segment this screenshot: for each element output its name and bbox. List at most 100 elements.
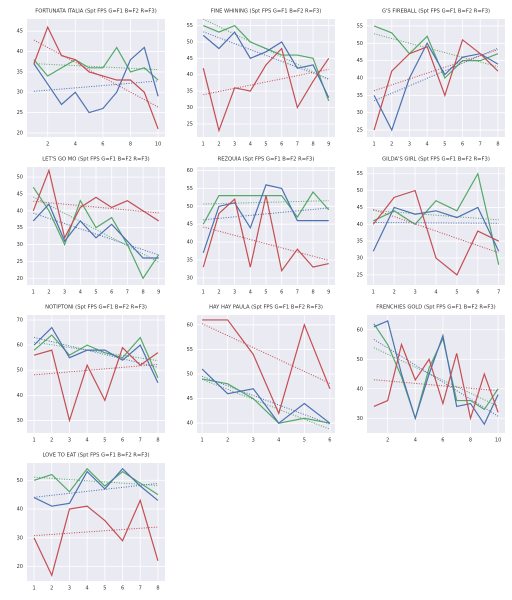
x-tick-label: 5: [103, 438, 106, 444]
series-line: [33, 46, 159, 114]
trend-line: [373, 379, 499, 392]
x-tick-label: 5: [455, 290, 458, 296]
x-tick-label: 2: [46, 142, 49, 148]
x-tick-label: 4: [434, 290, 437, 296]
x-tick-label: 8: [156, 438, 159, 444]
series-line: [202, 47, 330, 133]
y-tick-label: 50: [357, 188, 363, 194]
x-tick-label: 6: [280, 142, 283, 148]
y-tick-label: 45: [187, 56, 193, 62]
chart-title: LET'S GO MO (Spt FPS G=F1 B=F2 R=F3): [42, 157, 149, 163]
x-tick-label: 5: [103, 586, 106, 592]
y-tick-label: 25: [17, 259, 23, 265]
x-tick-label: 4: [249, 142, 252, 148]
y-tick-label: 20: [17, 564, 23, 570]
chart-title: NOTIPTONI (Spt FPS G=F1 B=F2 R=F3): [45, 305, 147, 311]
y-tick-label: 50: [187, 204, 193, 210]
y-tick-label: 50: [17, 478, 23, 484]
y-tick-label: 40: [187, 421, 193, 427]
y-tick-label: 30: [17, 90, 23, 96]
trend-line: [201, 323, 331, 384]
y-tick-label: 35: [17, 225, 23, 231]
trend-line: [373, 222, 499, 224]
series-line: [202, 184, 329, 254]
series-line: [373, 342, 499, 421]
x-tick-label: 7: [479, 142, 482, 148]
x-tick-label: 4: [86, 438, 89, 444]
y-tick-label: 35: [357, 239, 363, 245]
y-tick-label: 30: [357, 110, 363, 116]
x-tick-label: 7: [497, 290, 500, 296]
x-tick-label: 1: [372, 290, 375, 296]
x-tick-label: 8: [311, 142, 314, 148]
x-tick-label: 6: [461, 142, 464, 148]
y-tick-label: 30: [17, 242, 23, 248]
trend-line: [203, 18, 329, 80]
x-tick-label: 9: [157, 290, 160, 296]
y-tick-label: 60: [357, 327, 363, 333]
x-tick-label: 2: [217, 142, 220, 148]
y-tick-label: 50: [187, 39, 193, 45]
trend-line: [33, 39, 159, 108]
trend-line: [201, 378, 331, 430]
chart-title: FRENCHIES GOLD (Spt FPS G=F1 B=F2 R=F3): [376, 305, 495, 311]
x-tick-label: 2: [386, 438, 389, 444]
y-tick-label: 55: [187, 23, 193, 29]
x-tick-label: 3: [68, 438, 71, 444]
x-tick-label: 3: [252, 438, 255, 444]
y-tick-label: 40: [357, 222, 363, 228]
y-tick-label: 35: [357, 93, 363, 99]
x-tick-label: 2: [47, 290, 50, 296]
x-tick-label: 1: [202, 290, 205, 296]
trend-line: [33, 80, 159, 92]
trend-line: [201, 375, 331, 425]
x-tick-label: 10: [155, 142, 161, 148]
y-tick-label: 35: [187, 89, 193, 95]
trend-line: [34, 482, 158, 498]
x-tick-label: 5: [264, 142, 267, 148]
x-tick-label: 6: [101, 142, 104, 148]
trend-line: [34, 341, 158, 362]
x-tick-label: 9: [327, 142, 330, 148]
x-tick-label: 7: [296, 290, 299, 296]
x-tick-label: 10: [495, 438, 501, 444]
plot-area: [27, 19, 165, 137]
x-tick-label: 1: [32, 438, 35, 444]
x-tick-label: 6: [328, 438, 331, 444]
y-tick-label: 45: [17, 29, 23, 35]
x-tick-label: 2: [226, 438, 229, 444]
series-line: [373, 38, 499, 131]
y-tick-label: 20: [17, 276, 23, 282]
series-line: [203, 24, 330, 102]
y-tick-label: 50: [357, 41, 363, 47]
x-tick-label: 7: [139, 438, 142, 444]
y-tick-label: 55: [187, 186, 193, 192]
x-tick-label: 8: [311, 290, 314, 296]
series-line: [33, 326, 159, 384]
x-tick-label: 7: [296, 142, 299, 148]
trend-line: [373, 49, 499, 92]
x-tick-label: 4: [414, 438, 417, 444]
series-line: [373, 42, 499, 132]
plot-area: [27, 315, 165, 433]
y-tick-label: 30: [187, 275, 193, 281]
y-tick-label: 45: [187, 396, 193, 402]
chart-title: HAY HAY PAULA (Spt FPS G=F1 B=F2 R=F3): [209, 305, 323, 311]
y-tick-label: 45: [17, 191, 23, 197]
y-tick-label: 55: [357, 23, 363, 29]
x-tick-label: 7: [139, 586, 142, 592]
series-line: [33, 498, 159, 577]
x-tick-label: 4: [426, 142, 429, 148]
x-tick-label: 6: [476, 290, 479, 296]
y-tick-label: 30: [187, 105, 193, 111]
x-tick-label: 2: [393, 290, 396, 296]
x-tick-label: 3: [408, 142, 411, 148]
series-line: [202, 195, 329, 273]
series-line: [33, 467, 159, 507]
series-line: [33, 467, 159, 496]
series-line: [32, 168, 160, 240]
y-tick-label: 60: [187, 322, 193, 328]
series-line: [372, 206, 500, 252]
trend-line: [34, 526, 158, 537]
